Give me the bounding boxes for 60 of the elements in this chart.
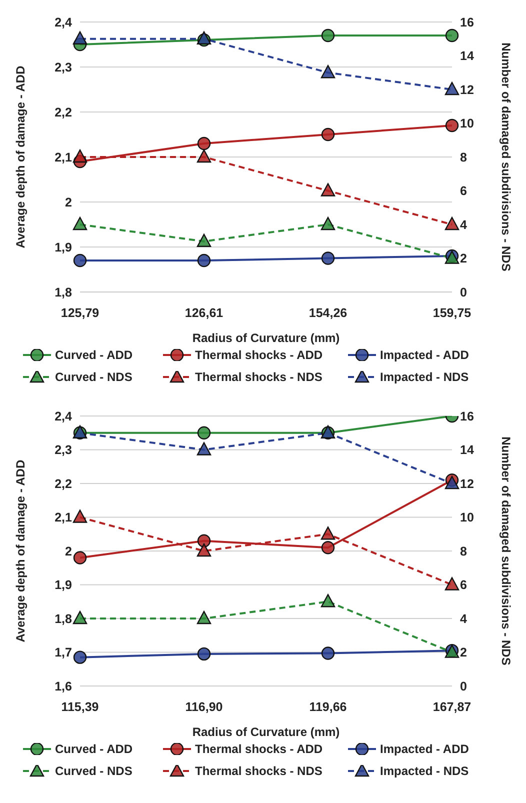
y-tick-label: 2	[65, 195, 72, 210]
x-tick-label: 125,79	[60, 306, 100, 320]
legend-label: Thermal shocks - ADD	[195, 348, 323, 362]
y-tick-label: 2,4	[54, 15, 72, 30]
y2-tick-label: 0	[460, 679, 467, 694]
y2-tick-label: 12	[460, 82, 474, 97]
legend-label: Impacted - NDS	[380, 764, 469, 778]
y-axis-title: Average depth of damage - ADD	[13, 459, 28, 642]
y2-tick-label: 14	[460, 443, 474, 458]
y2-tick-label: 16	[460, 15, 474, 30]
y2-axis-title: Number of damaged subdivisions - NDS	[498, 42, 513, 272]
y-tick-label: 1,6	[54, 679, 72, 694]
y2-tick-label: 16	[460, 409, 474, 424]
y-tick-label: 1,7	[54, 646, 72, 660]
y-axis-title: Average depth of damage - ADD	[13, 65, 28, 248]
legend-label: Thermal shocks - NDS	[195, 370, 322, 384]
y-tick-label: 2,3	[54, 443, 72, 458]
y-tick-label: 2,2	[54, 105, 72, 120]
x-tick-label: 116,90	[185, 700, 223, 714]
y2-tick-label: 6	[460, 184, 467, 198]
y-tick-label: 1,9	[54, 240, 72, 254]
y-tick-label: 1,8	[54, 612, 72, 626]
y2-tick-label: 12	[460, 476, 474, 491]
legend-label: Curved - ADD	[55, 348, 133, 362]
y2-tick-label: 4	[460, 612, 467, 626]
y2-tick-label: 10	[460, 116, 474, 131]
y-tick-label: 2	[65, 544, 72, 558]
y2-tick-label: 14	[460, 49, 474, 64]
x-axis-title: Radius of Curvature (mm)	[192, 331, 340, 345]
y-tick-label: 2,4	[54, 409, 72, 424]
legend-label: Curved - NDS	[55, 370, 132, 384]
y2-tick-label: 10	[460, 510, 474, 525]
legend-label: Thermal shocks - NDS	[195, 764, 322, 778]
legend-label: Thermal shocks - ADD	[195, 742, 323, 756]
y2-tick-label: 8	[460, 150, 467, 164]
y2-tick-label: 0	[460, 285, 467, 300]
x-tick-label: 115,39	[61, 700, 99, 714]
y2-tick-label: 2	[460, 646, 467, 660]
legend-label: Impacted - NDS	[380, 370, 469, 384]
legend-label: Curved - ADD	[55, 742, 133, 756]
y2-axis-title: Number of damaged subdivisions - NDS	[498, 436, 513, 666]
y-tick-label: 2,1	[54, 150, 72, 164]
legend-label: Impacted - ADD	[380, 742, 469, 756]
y2-tick-label: 8	[460, 544, 467, 558]
y2-tick-label: 6	[460, 578, 467, 592]
legend-label: Impacted - ADD	[380, 348, 469, 362]
legend-label: Curved - NDS	[55, 764, 132, 778]
x-tick-label: 126,61	[184, 306, 224, 320]
y2-tick-label: 4	[460, 218, 467, 232]
x-tick-label: 154,26	[308, 306, 348, 320]
x-axis-title: Radius of Curvature (mm)	[192, 725, 340, 739]
y-tick-label: 2,1	[54, 510, 72, 525]
y-tick-label: 2,3	[54, 60, 72, 74]
y-tick-label: 2,2	[54, 476, 72, 491]
y-tick-label: 1,8	[54, 285, 72, 300]
y-tick-label: 1,9	[54, 578, 72, 592]
x-tick-label: 167,87	[432, 700, 472, 714]
x-tick-label: 119,66	[309, 700, 347, 714]
x-tick-label: 159,75	[432, 306, 472, 320]
y2-tick-label: 2	[460, 252, 467, 266]
